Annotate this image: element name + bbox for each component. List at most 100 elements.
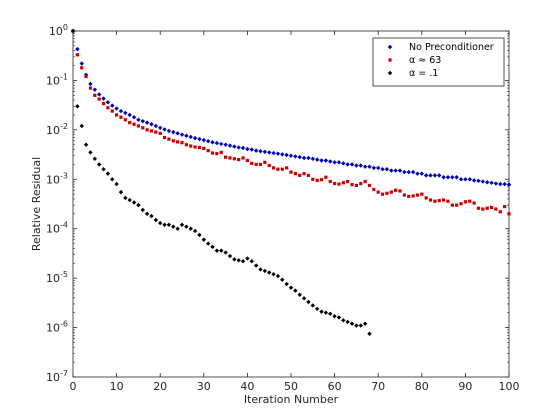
data-point bbox=[280, 167, 284, 171]
data-point bbox=[349, 162, 355, 167]
data-point bbox=[280, 152, 285, 157]
data-point bbox=[263, 160, 267, 164]
data-point bbox=[96, 162, 102, 167]
data-point bbox=[214, 140, 220, 146]
data-point bbox=[232, 157, 236, 161]
data-point bbox=[275, 273, 281, 279]
x-tick-label: 30 bbox=[197, 380, 211, 393]
data-point bbox=[219, 141, 224, 147]
data-point bbox=[498, 181, 503, 187]
data-point bbox=[80, 66, 84, 70]
y-tick-label: 10-4 bbox=[46, 221, 68, 236]
data-point bbox=[136, 117, 141, 122]
data-point bbox=[481, 207, 485, 211]
data-point bbox=[223, 142, 228, 147]
data-point bbox=[319, 158, 324, 163]
y-tick-label: 10-5 bbox=[46, 270, 68, 285]
data-point bbox=[176, 140, 180, 144]
x-tick-label: 70 bbox=[371, 380, 385, 393]
data-point bbox=[297, 292, 302, 298]
data-point bbox=[131, 115, 137, 120]
data-point bbox=[175, 226, 180, 231]
data-point bbox=[92, 156, 97, 161]
x-tick-label: 100 bbox=[499, 380, 520, 393]
data-point bbox=[110, 177, 115, 182]
data-point bbox=[144, 211, 150, 217]
data-point bbox=[171, 139, 175, 143]
data-point bbox=[127, 197, 132, 203]
data-point bbox=[332, 313, 337, 319]
data-point bbox=[454, 175, 459, 180]
data-point bbox=[210, 244, 215, 250]
data-point bbox=[202, 146, 206, 151]
data-point bbox=[302, 172, 306, 176]
data-point bbox=[145, 128, 149, 132]
data-point bbox=[101, 166, 106, 172]
data-point bbox=[428, 173, 433, 178]
legend-label-no-preconditioner: No Preconditioner bbox=[409, 42, 494, 53]
data-point bbox=[385, 191, 389, 195]
data-point bbox=[315, 178, 319, 182]
data-point bbox=[354, 323, 359, 328]
data-point bbox=[136, 202, 141, 208]
data-point bbox=[276, 167, 280, 171]
data-point bbox=[271, 150, 276, 156]
legend-box bbox=[372, 37, 505, 87]
data-point bbox=[407, 194, 411, 199]
data-point bbox=[224, 155, 228, 159]
data-point bbox=[358, 163, 363, 168]
data-point bbox=[162, 135, 167, 140]
data-point bbox=[271, 166, 276, 170]
data-point bbox=[288, 285, 294, 290]
data-point bbox=[301, 155, 307, 161]
data-point bbox=[467, 177, 472, 182]
data-point bbox=[254, 162, 258, 167]
data-point bbox=[293, 154, 298, 159]
data-point bbox=[140, 118, 145, 124]
data-point bbox=[398, 189, 402, 193]
axis-ticks bbox=[72, 30, 510, 378]
data-series bbox=[70, 28, 512, 336]
data-point bbox=[445, 175, 451, 180]
data-point bbox=[306, 299, 311, 305]
plot-area bbox=[72, 30, 510, 378]
data-point bbox=[253, 263, 259, 268]
data-point bbox=[349, 321, 355, 326]
data-point bbox=[123, 110, 128, 116]
data-point bbox=[297, 154, 302, 160]
data-point bbox=[197, 232, 202, 238]
data-point bbox=[463, 177, 468, 182]
y-tick-label: 10-3 bbox=[46, 171, 68, 186]
data-point bbox=[341, 318, 346, 323]
data-point bbox=[437, 173, 442, 178]
data-point bbox=[298, 173, 302, 177]
data-point bbox=[328, 159, 333, 164]
data-point bbox=[267, 150, 272, 155]
x-tick-label: 80 bbox=[415, 380, 429, 393]
data-point bbox=[489, 205, 494, 209]
data-point bbox=[288, 153, 294, 158]
data-point bbox=[197, 136, 202, 142]
data-point bbox=[459, 202, 463, 206]
legend-entry-alpha-01: α = .1 bbox=[387, 68, 438, 79]
data-point bbox=[362, 321, 368, 326]
legend-marker-symbol bbox=[387, 70, 393, 76]
data-point bbox=[367, 331, 372, 336]
data-point bbox=[88, 150, 93, 155]
data-point bbox=[463, 200, 467, 204]
data-point bbox=[306, 155, 311, 161]
data-point bbox=[306, 173, 311, 177]
data-point bbox=[166, 128, 172, 134]
data-point bbox=[503, 205, 507, 209]
data-point bbox=[158, 125, 163, 131]
data-point bbox=[79, 123, 84, 129]
data-point bbox=[96, 92, 102, 97]
data-point bbox=[214, 248, 220, 253]
data-point bbox=[167, 137, 171, 141]
data-point bbox=[394, 188, 398, 192]
legend: No Preconditioner α ≈ 63 α = .1 bbox=[372, 37, 505, 87]
y-tick-label: 10-7 bbox=[46, 369, 68, 384]
data-point bbox=[128, 121, 132, 125]
data-point bbox=[389, 190, 393, 194]
data-point bbox=[380, 192, 385, 196]
